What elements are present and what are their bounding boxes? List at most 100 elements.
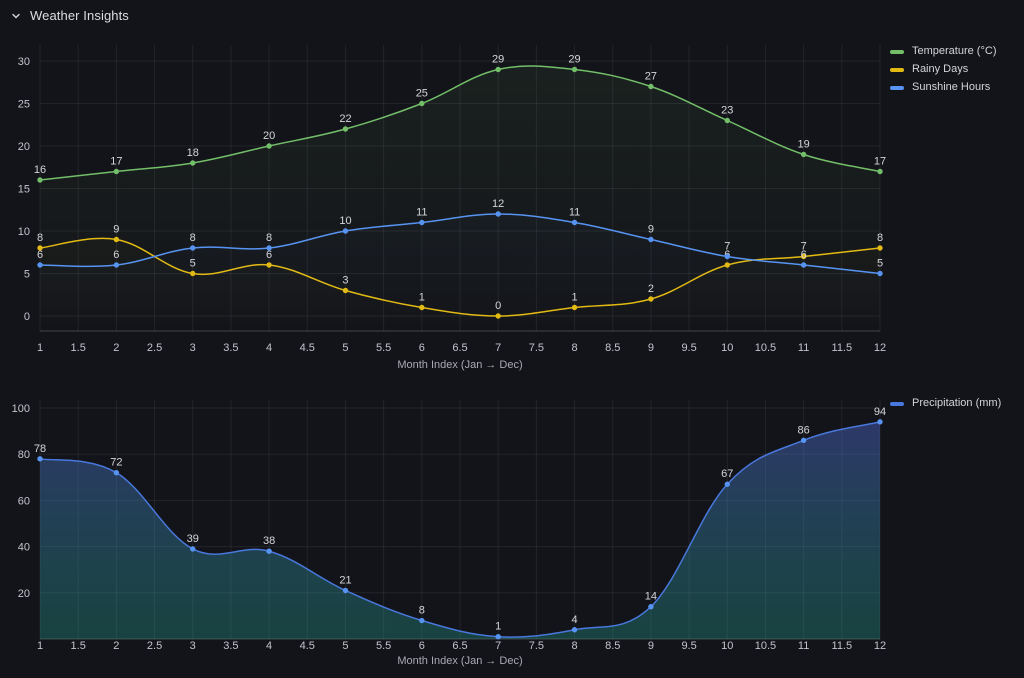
data-point[interactable] [877, 168, 883, 175]
data-point[interactable] [37, 262, 43, 268]
svg-text:6: 6 [37, 249, 43, 261]
data-point[interactable] [571, 66, 578, 73]
data-point[interactable] [800, 437, 807, 444]
svg-text:9: 9 [648, 224, 654, 236]
legend-swatch-icon [890, 49, 904, 54]
svg-text:40: 40 [18, 542, 30, 554]
data-point[interactable] [342, 587, 349, 594]
data-point[interactable] [113, 469, 120, 476]
legend-item-rainy-days[interactable]: Rainy Days [890, 63, 996, 76]
data-point[interactable] [419, 617, 425, 624]
svg-text:8: 8 [419, 605, 425, 617]
data-point[interactable] [648, 236, 654, 243]
data-point[interactable] [800, 262, 807, 268]
svg-text:18: 18 [187, 147, 199, 159]
svg-text:10: 10 [721, 342, 733, 354]
data-point[interactable] [419, 100, 425, 107]
data-point[interactable] [648, 83, 654, 90]
data-point[interactable] [37, 456, 43, 462]
data-point[interactable] [190, 245, 196, 251]
data-point[interactable] [571, 627, 578, 633]
data-point[interactable] [724, 481, 730, 487]
svg-text:17: 17 [110, 156, 122, 168]
svg-text:10.5: 10.5 [755, 342, 776, 354]
data-point[interactable] [342, 228, 349, 234]
data-point[interactable] [800, 253, 807, 260]
svg-text:11.5: 11.5 [832, 640, 853, 652]
legend-item-temperature-c[interactable]: Temperature (°C) [890, 45, 996, 58]
data-point[interactable] [190, 160, 196, 166]
svg-text:72: 72 [110, 457, 122, 469]
data-point[interactable] [37, 177, 43, 183]
data-point[interactable] [113, 168, 120, 175]
data-point[interactable] [37, 245, 43, 251]
data-point[interactable] [419, 219, 425, 226]
svg-text:17: 17 [874, 156, 886, 168]
data-point[interactable] [266, 143, 272, 149]
legend-item-sunshine-hours[interactable]: Sunshine Hours [890, 81, 996, 94]
svg-text:25: 25 [416, 88, 428, 100]
data-point[interactable] [495, 633, 501, 640]
data-point[interactable] [877, 270, 883, 277]
svg-text:15: 15 [18, 184, 30, 196]
svg-text:20: 20 [18, 588, 30, 600]
series-line [39, 65, 881, 181]
data-point[interactable] [877, 419, 883, 425]
series-line [39, 213, 881, 275]
data-point[interactable] [800, 151, 807, 158]
svg-text:6.5: 6.5 [452, 342, 467, 354]
svg-text:8: 8 [877, 232, 883, 244]
svg-text:4: 4 [266, 640, 272, 652]
svg-text:78: 78 [34, 443, 46, 455]
svg-text:8: 8 [571, 342, 577, 354]
svg-text:11.5: 11.5 [832, 342, 853, 354]
data-point[interactable] [113, 236, 120, 243]
data-point[interactable] [495, 66, 501, 73]
legend-swatch-icon [890, 401, 904, 406]
svg-text:5.5: 5.5 [376, 342, 391, 354]
legend-item-precipitation-mm[interactable]: Precipitation (mm) [890, 397, 1001, 410]
data-point[interactable] [266, 245, 272, 251]
svg-text:9: 9 [648, 342, 654, 354]
area-chart-legend: Precipitation (mm) [890, 397, 1001, 415]
line-chart-canvas[interactable]: 1617182022252929272319178956310126786688… [0, 38, 1024, 368]
data-point[interactable] [190, 546, 196, 552]
data-point[interactable] [495, 211, 501, 217]
data-point[interactable] [342, 126, 349, 132]
svg-text:7.5: 7.5 [529, 342, 544, 354]
svg-text:5: 5 [877, 258, 883, 270]
y-axis-tick-labels: 20 40 60 80 100 [12, 403, 30, 600]
svg-text:6: 6 [113, 249, 119, 261]
svg-text:8.5: 8.5 [605, 342, 620, 354]
data-point[interactable] [724, 117, 730, 124]
svg-text:7.5: 7.5 [529, 640, 544, 652]
svg-text:29: 29 [568, 54, 580, 66]
svg-text:8: 8 [571, 640, 577, 652]
weather-line-chart-panel: 1617182022252929272319178956310126786688… [0, 38, 1024, 378]
svg-text:6: 6 [801, 249, 807, 261]
chevron-down-icon[interactable] [10, 10, 22, 22]
series-precipitation-mm [37, 419, 883, 640]
legend-label: Precipitation (mm) [912, 397, 1002, 409]
svg-text:60: 60 [18, 495, 30, 507]
svg-text:10: 10 [721, 640, 733, 652]
data-point[interactable] [571, 219, 578, 226]
svg-text:20: 20 [263, 130, 275, 142]
data-point[interactable] [113, 262, 120, 268]
data-point[interactable] [266, 548, 272, 554]
svg-text:30: 30 [18, 56, 30, 68]
dashboard-row-header[interactable]: Weather Insights [10, 8, 129, 23]
svg-text:8: 8 [37, 232, 43, 244]
data-point[interactable] [648, 603, 654, 610]
data-point[interactable] [724, 253, 730, 260]
svg-text:3: 3 [190, 640, 196, 652]
svg-text:3.5: 3.5 [223, 640, 238, 652]
data-point[interactable] [877, 245, 883, 251]
svg-text:23: 23 [721, 105, 733, 117]
precipitation-area-chart-panel: 78 72 39 38 21 8 1 4 14 67 86 94 20 40 60 80 100 1 1.5 2 2.5… [0, 380, 1024, 678]
svg-text:8: 8 [190, 232, 196, 244]
legend-swatch-icon [890, 67, 904, 72]
